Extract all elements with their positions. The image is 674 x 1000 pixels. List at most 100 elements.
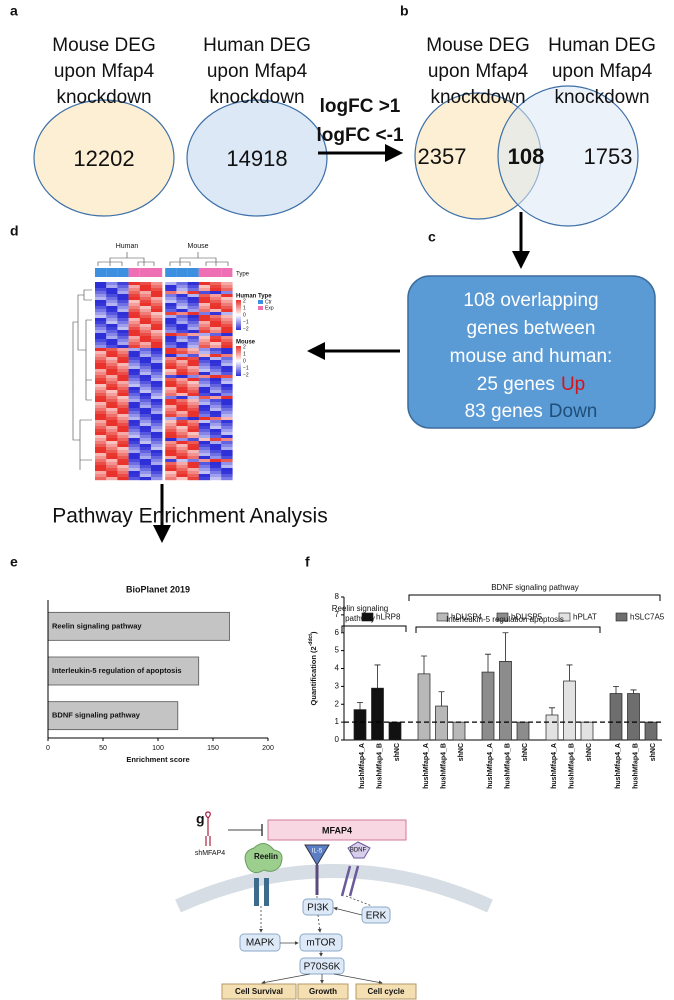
heat-cell [95, 357, 107, 361]
heat-cell [187, 372, 199, 376]
heat-cell [176, 387, 188, 391]
heat-cell [117, 441, 129, 445]
heat-cell [117, 405, 129, 409]
summary-box: 108 overlapping genes between mouse and … [407, 275, 656, 429]
legend-label: hPLAT [573, 613, 597, 622]
heat-cell [117, 357, 129, 361]
heat-cell [187, 294, 199, 298]
x-tick-label: hushMfap4_B [376, 743, 383, 789]
heat-cell [151, 435, 163, 439]
heat-cell [176, 372, 188, 376]
type-bar [198, 268, 210, 277]
heat-cell [221, 384, 233, 388]
heat-cell [151, 315, 163, 319]
heat-cell [198, 336, 211, 340]
heat-cell [176, 330, 188, 334]
up-text: 25 genes [477, 374, 555, 395]
heat-cell [176, 354, 188, 358]
heat-cell [117, 378, 129, 382]
heat-cell [151, 291, 163, 295]
heat-cell [165, 444, 177, 448]
heat-cell [187, 390, 199, 394]
heat-cell [95, 423, 107, 427]
heat-cell [151, 351, 163, 355]
panel-label: d [10, 223, 19, 239]
heat-cell [221, 402, 233, 406]
type-bar [187, 268, 199, 277]
color-scale [236, 346, 241, 376]
heat-cell [106, 342, 118, 346]
heat-cell [95, 348, 107, 352]
heat-cell [95, 438, 107, 442]
heat-cell [117, 339, 129, 343]
heat-cell [176, 435, 188, 439]
heat-cell [165, 477, 177, 481]
heat-cell [187, 420, 199, 424]
heat-cell [210, 384, 222, 388]
heat-cell [151, 390, 163, 394]
heat-cell [198, 405, 211, 409]
heat-cell [106, 327, 118, 331]
heat-cell [117, 387, 129, 391]
heat-cell [128, 312, 140, 316]
heat-cell [187, 378, 199, 382]
heat-cell [151, 318, 163, 322]
heat-cell [117, 300, 129, 304]
heat-cell [128, 420, 140, 424]
heat-cell [106, 300, 118, 304]
heat-cell [176, 294, 188, 298]
type-bar [210, 268, 222, 277]
heat-cell [221, 321, 233, 325]
x-tick-label: shNC [394, 743, 401, 761]
heat-cell [165, 393, 177, 397]
edge [317, 914, 322, 933]
bar [47, 701, 179, 731]
edge [345, 895, 373, 907]
heat-cell [117, 324, 129, 328]
heat-cell [221, 285, 233, 289]
heat-cell [128, 390, 140, 394]
heat-cell [106, 375, 118, 379]
heat-cell [165, 414, 177, 418]
heat-cell [151, 342, 163, 346]
type-bar [151, 268, 163, 277]
line: 25 genes Up [477, 374, 585, 395]
heat-cell [139, 393, 152, 397]
heat-cell [221, 303, 233, 307]
heat-cell [151, 432, 163, 436]
heat-cell [187, 306, 199, 310]
heat-cell [187, 387, 199, 391]
heat-cell [176, 432, 188, 436]
heat-cell [198, 294, 211, 298]
heat-cell [106, 423, 118, 427]
heat-cell [176, 321, 188, 325]
heat-cell [176, 420, 188, 424]
x-tick-label: 200 [262, 745, 274, 752]
heat-cell [139, 378, 152, 382]
heat-cell [128, 309, 140, 313]
heat-cell [151, 441, 163, 445]
heat-cell [176, 405, 188, 409]
heat-cell [176, 369, 188, 373]
heat-cell [221, 369, 233, 373]
heat-cell [106, 405, 118, 409]
heat-cell [95, 459, 107, 463]
label: knockdown [554, 87, 649, 108]
heat-cell [128, 381, 140, 385]
heat-cell [165, 423, 177, 427]
heat-cell [117, 360, 129, 364]
legend-swatch [496, 612, 509, 622]
outcome: Growth [309, 987, 337, 996]
type-bar [176, 268, 188, 277]
heat-cell [210, 366, 222, 370]
heat-cell [151, 306, 163, 310]
heat-cell [221, 309, 233, 313]
heat-cell [198, 384, 211, 388]
charts: BioPlanet 2019 Reelin signaling pathway In… [46, 583, 665, 789]
heat-cell [187, 396, 199, 400]
heat-cell [210, 471, 222, 475]
heat-cell [187, 402, 199, 406]
heat-cell [210, 405, 222, 409]
